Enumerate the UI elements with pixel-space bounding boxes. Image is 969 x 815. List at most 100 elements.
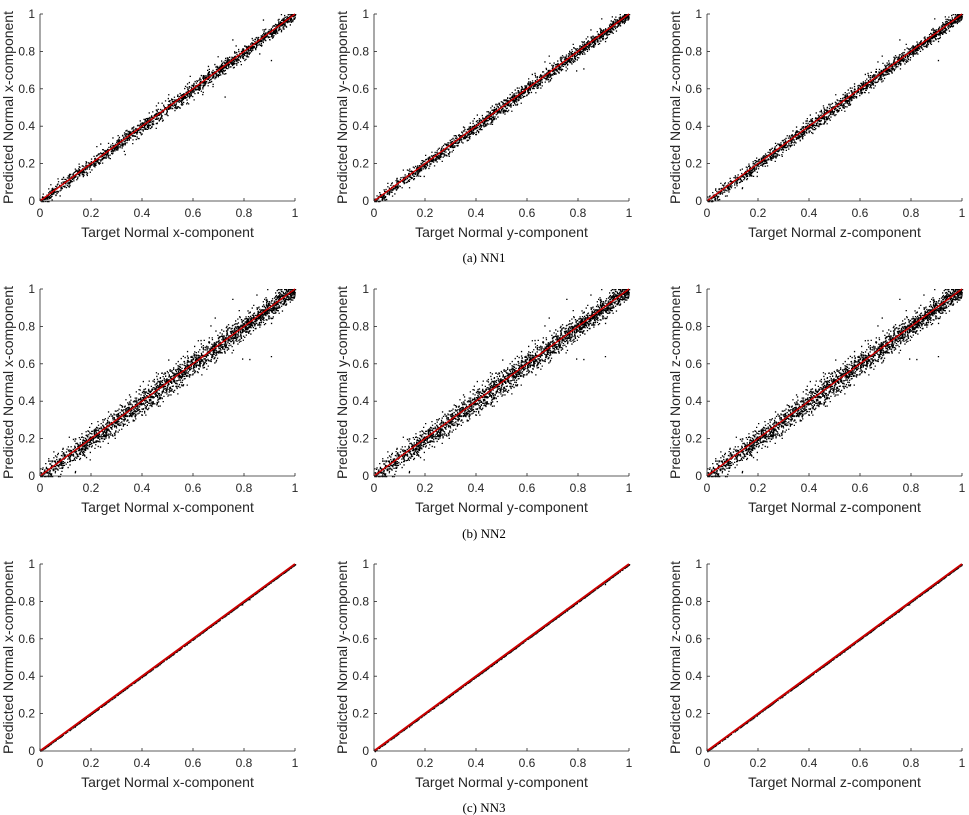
- x-tick-label: 1: [626, 756, 633, 770]
- x-axis-label: Target Normal x-component: [81, 774, 254, 790]
- scatter-points: [374, 289, 631, 478]
- x-tick-label: 0: [37, 481, 44, 495]
- y-tick-label: 0.2: [685, 157, 702, 171]
- panel-c-y: 0 0.2 0.4 0.6 0.8 1 0 0.2 0.4 0.6 0.8 1 Target Norma…: [334, 557, 633, 790]
- x-tick-label: 0.6: [519, 206, 536, 220]
- y-tick-label: 0.2: [685, 432, 702, 446]
- y-tick-label: 1: [28, 7, 35, 21]
- x-tick-label: 0.6: [852, 756, 869, 770]
- y-tick-label: 0.2: [352, 432, 369, 446]
- y-tick-label: 1: [362, 7, 369, 21]
- x-tick-label: 1: [292, 206, 299, 220]
- reference-line: [706, 563, 963, 752]
- x-tick-label: 0: [371, 756, 378, 770]
- y-tick-label: 0.2: [352, 157, 369, 171]
- x-axis-label: Target Normal z-component: [748, 224, 921, 240]
- y-tick-label: 0.2: [685, 707, 702, 721]
- x-axis-label: Target Normal x-component: [81, 499, 254, 515]
- y-tick-label: 0: [695, 194, 702, 208]
- y-tick-label: 0: [28, 469, 35, 483]
- reference-line: [706, 288, 963, 477]
- y-tick-label: 0.6: [18, 82, 35, 96]
- scatter-points: [707, 14, 964, 203]
- x-tick-label: 0.2: [83, 756, 100, 770]
- x-tick-label: 1: [626, 206, 633, 220]
- y-tick-label: 0.4: [352, 394, 369, 408]
- panel-c-z: 0 0.2 0.4 0.6 0.8 1 0 0.2 0.4 0.6 0.8 1 Target Norma…: [667, 557, 966, 790]
- reference-line: [373, 13, 630, 202]
- y-tick-label: 0.8: [685, 319, 702, 333]
- x-tick-label: 0.2: [750, 206, 767, 220]
- y-tick-label: 0.6: [685, 357, 702, 371]
- x-tick-label: 0.4: [468, 756, 485, 770]
- x-tick-label: 0.2: [417, 481, 434, 495]
- x-tick-label: 0.6: [519, 481, 536, 495]
- x-tick-label: 0.6: [519, 756, 536, 770]
- x-tick-label: 0: [37, 756, 44, 770]
- caption-nn1: (a) NN1: [463, 250, 506, 265]
- y-tick-label: 0.8: [352, 319, 369, 333]
- y-axis-label: Predicted Normal x-component: [0, 286, 16, 479]
- y-tick-label: 0.4: [685, 119, 702, 133]
- y-tick-label: 0.6: [685, 82, 702, 96]
- reference-line: [39, 13, 296, 202]
- caption-nn3: (c) NN3: [463, 800, 506, 815]
- x-tick-label: 0.6: [852, 481, 869, 495]
- y-tick-label: 0.4: [18, 394, 35, 408]
- x-tick-label: 0.4: [801, 756, 818, 770]
- panel-b-y: 0 0.2 0.4 0.6 0.8 1 0 0.2 0.4 0.6 0.8 1 Target Norma…: [334, 282, 633, 515]
- x-tick-label: 0.2: [750, 481, 767, 495]
- y-tick-label: 0.4: [18, 669, 35, 683]
- reference-line: [373, 563, 630, 752]
- x-tick-label: 0.6: [185, 206, 202, 220]
- y-tick-label: 0: [362, 744, 369, 758]
- y-tick-label: 0.8: [18, 594, 35, 608]
- x-tick-label: 0: [704, 756, 711, 770]
- x-tick-label: 1: [292, 481, 299, 495]
- x-tick-label: 0: [704, 481, 711, 495]
- x-tick-label: 0: [371, 481, 378, 495]
- y-tick-label: 0.6: [352, 357, 369, 371]
- x-tick-label: 0.2: [417, 756, 434, 770]
- panel-a-z: 0 0.2 0.4 0.6 0.8 1 0 0.2 0.4 0.6 0.8 1 Target Norma…: [667, 7, 966, 240]
- scatter-points: [40, 14, 297, 203]
- x-tick-label: 0.4: [801, 206, 818, 220]
- x-axis-label: Target Normal y-component: [415, 224, 588, 240]
- y-axis-label: Predicted Normal z-component: [667, 286, 683, 479]
- y-axis-label: Predicted Normal y-component: [334, 11, 350, 204]
- x-tick-label: 0.4: [801, 481, 818, 495]
- y-tick-label: 1: [695, 557, 702, 571]
- x-tick-label: 0.6: [185, 481, 202, 495]
- panel-b-x: 0 0.2 0.4 0.6 0.8 1 0 0.2 0.4 0.6 0.8 1 Target Norma…: [0, 282, 299, 515]
- y-tick-label: 0.8: [18, 319, 35, 333]
- reference-line: [39, 563, 296, 752]
- x-tick-label: 0.2: [750, 756, 767, 770]
- panel-c-x: 0 0.2 0.4 0.6 0.8 1 0 0.2 0.4 0.6 0.8 1 Target Norma…: [0, 557, 299, 790]
- y-tick-label: 1: [28, 557, 35, 571]
- x-tick-label: 0.2: [417, 206, 434, 220]
- caption-nn2: (b) NN2: [462, 526, 506, 541]
- y-axis-label: Predicted Normal y-component: [334, 561, 350, 754]
- reference-line: [39, 288, 296, 477]
- x-tick-label: 0: [37, 206, 44, 220]
- y-tick-label: 0.2: [18, 707, 35, 721]
- x-tick-label: 0.6: [852, 206, 869, 220]
- y-axis-label: Predicted Normal x-component: [0, 561, 16, 754]
- y-tick-label: 0.6: [352, 82, 369, 96]
- x-tick-label: 0.8: [236, 481, 253, 495]
- y-tick-label: 0.6: [352, 632, 369, 646]
- y-tick-label: 0.6: [685, 632, 702, 646]
- y-tick-label: 0.2: [352, 707, 369, 721]
- x-axis-label: Target Normal x-component: [81, 224, 254, 240]
- y-tick-label: 0: [28, 744, 35, 758]
- y-tick-label: 1: [28, 282, 35, 296]
- y-axis-label: Predicted Normal z-component: [667, 11, 683, 204]
- x-tick-label: 0.4: [134, 756, 151, 770]
- y-tick-label: 0: [28, 194, 35, 208]
- panel-a-x: 0 0.2 0.4 0.6 0.8 1 0 0.2 0.4 0.6 0.8 1 Target Norma…: [0, 7, 299, 240]
- x-tick-label: 0: [704, 206, 711, 220]
- y-tick-label: 1: [695, 282, 702, 296]
- x-axis-label: Target Normal y-component: [415, 499, 588, 515]
- x-axis-label: Target Normal z-component: [748, 774, 921, 790]
